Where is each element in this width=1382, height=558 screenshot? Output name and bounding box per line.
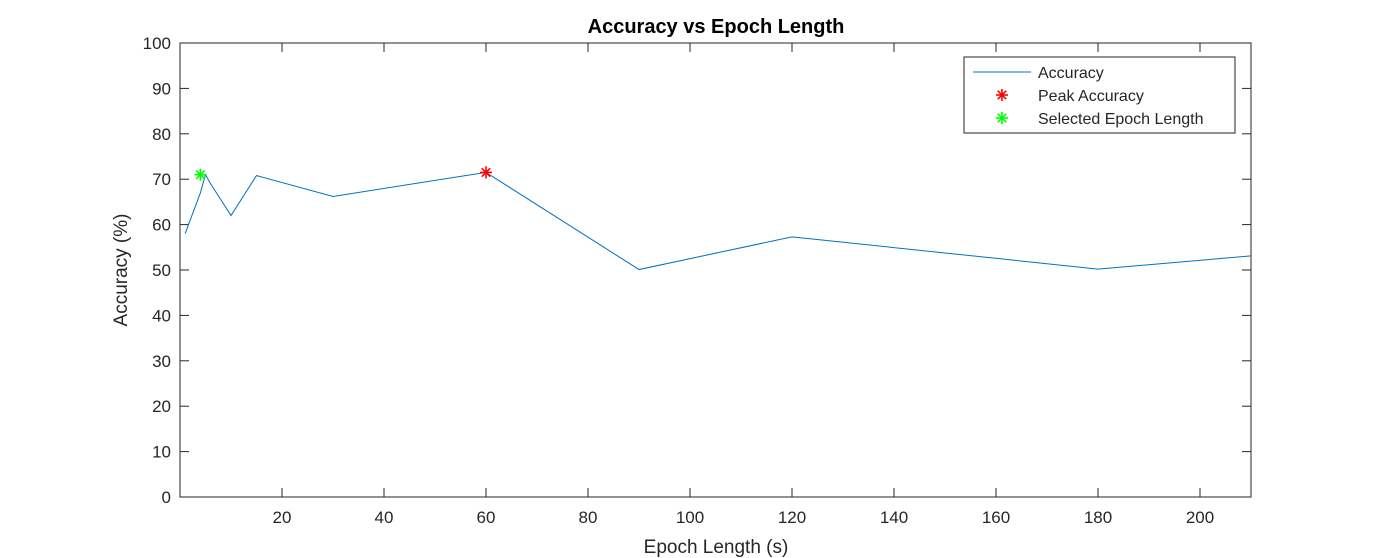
x-tick-label: 180 — [1084, 508, 1112, 527]
y-tick-label: 60 — [152, 216, 171, 235]
legend-label: Peak Accuracy — [1038, 88, 1144, 105]
selected-epoch-marker — [194, 168, 207, 181]
legend-label: Accuracy — [1038, 65, 1104, 82]
x-tick-label: 20 — [273, 508, 292, 527]
series-line-accuracy — [184, 171, 1251, 271]
peak-accuracy-marker — [480, 166, 492, 179]
y-tick-label: 50 — [152, 261, 171, 280]
x-axis-label: Epoch Length (s) — [644, 537, 789, 558]
x-tick-label: 120 — [778, 508, 806, 527]
legend-item: Peak Accuracy — [996, 88, 1144, 105]
y-tick-label: 30 — [152, 352, 171, 371]
y-tick-label: 100 — [143, 34, 171, 53]
legend-box — [963, 56, 1236, 134]
x-tick-label: 80 — [579, 508, 598, 527]
x-tick-label: 140 — [880, 508, 908, 527]
axis-ticks: 20 40 60 80 100 120 140 160 180 200 0 10 20 30 40 50 60 7… — [143, 34, 1251, 527]
legend-item: Accuracy — [973, 65, 1104, 82]
y-axis-label: Accuracy (%) — [111, 214, 132, 327]
x-tick-label: 200 — [1186, 508, 1214, 527]
legend-marker-swatch — [996, 112, 1008, 124]
chart-title: Accuracy vs Epoch Length — [588, 16, 845, 38]
y-tick-label: 90 — [152, 79, 171, 98]
y-tick-label: 80 — [152, 125, 171, 144]
y-tick-label: 70 — [152, 170, 171, 189]
y-tick-label: 10 — [152, 443, 171, 462]
y-tick-label: 0 — [162, 488, 171, 507]
legend-label: Selected Epoch Length — [1038, 111, 1203, 128]
y-tick-label: 20 — [152, 397, 171, 416]
legend: Accuracy Peak Accuracy Selected Epoch Leng… — [963, 56, 1236, 134]
x-tick-label: 40 — [375, 508, 394, 527]
x-tick-label: 60 — [477, 508, 496, 527]
x-tick-label: 160 — [982, 508, 1010, 527]
legend-marker-swatch — [996, 89, 1008, 101]
x-tick-label: 100 — [676, 508, 704, 527]
legend-item: Selected Epoch Length — [996, 111, 1203, 128]
y-tick-label: 40 — [152, 306, 171, 325]
data-series — [184, 166, 1251, 271]
